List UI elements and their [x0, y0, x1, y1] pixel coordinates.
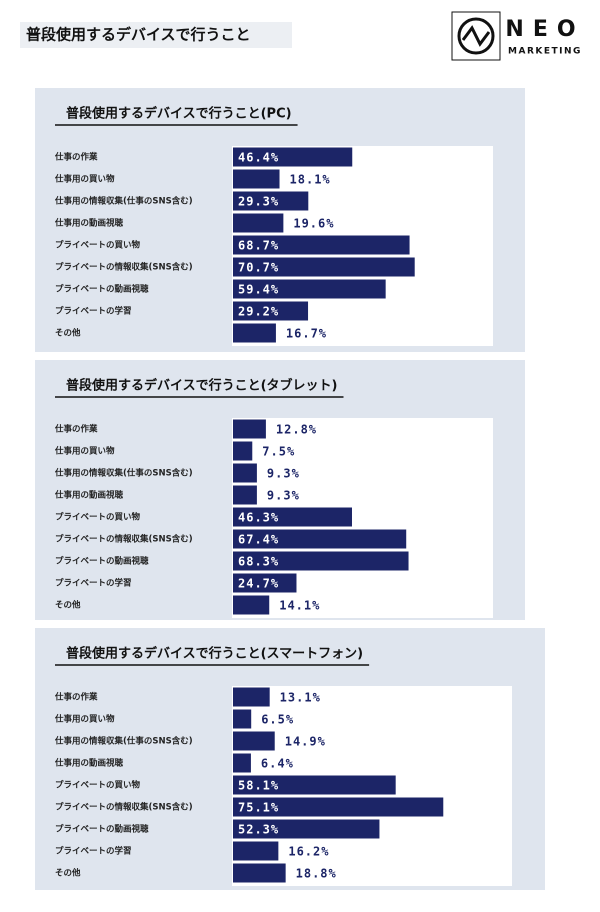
value-label: 59.4%	[238, 283, 279, 297]
chart-title: 普段使用するデバイスで行うこと(タブレット)	[66, 378, 338, 394]
category-label: 仕事の作業	[54, 152, 98, 163]
category-label: 仕事用の情報収集(仕事のSNS含む)	[54, 736, 193, 747]
bar	[233, 775, 396, 795]
chart-title: 普段使用するデバイスで行うこと(PC)	[66, 106, 292, 122]
value-label: 7.5%	[262, 445, 295, 459]
value-label: 18.8%	[296, 867, 337, 881]
logo-name: NEO	[505, 17, 584, 42]
value-label: 70.7%	[238, 261, 279, 275]
value-label: 9.3%	[267, 489, 300, 503]
bar	[233, 147, 353, 167]
logo-zigzag	[461, 25, 491, 47]
logo-circle	[457, 17, 495, 55]
logo-subtitle: MARKETING	[508, 47, 582, 57]
value-label: 52.3%	[238, 823, 279, 837]
bar	[233, 419, 266, 439]
category-label: プライベートの情報収集(SNS含む)	[55, 534, 193, 545]
bar	[233, 731, 275, 751]
value-label: 16.7%	[286, 327, 327, 341]
category-label: プライベートの買い物	[55, 512, 141, 523]
value-label: 29.2%	[238, 305, 279, 319]
value-label: 12.8%	[276, 423, 317, 437]
bar	[233, 819, 380, 839]
bar	[233, 863, 286, 883]
bar	[233, 797, 444, 817]
category-label: 仕事用の動画視聴	[54, 490, 124, 501]
category-label: プライベートの学習	[55, 306, 132, 317]
category-label: その他	[55, 600, 81, 611]
category-label: プライベートの買い物	[55, 780, 141, 791]
bar	[233, 169, 280, 189]
bar	[233, 551, 409, 571]
category-label: プライベートの学習	[55, 578, 132, 589]
category-label: プライベートの学習	[55, 846, 132, 857]
bar	[233, 301, 309, 321]
bar	[233, 323, 276, 343]
value-label: 6.4%	[261, 757, 294, 771]
category-label: 仕事の作業	[54, 692, 98, 703]
bar	[233, 279, 386, 299]
bar	[233, 235, 410, 255]
bar	[233, 191, 309, 211]
bar	[233, 709, 252, 729]
value-label: 68.3%	[238, 555, 279, 569]
bar	[233, 485, 257, 505]
bar	[233, 441, 253, 461]
category-label: その他	[55, 328, 81, 339]
bar	[233, 529, 407, 549]
bar	[233, 257, 415, 277]
value-label: 9.3%	[267, 467, 300, 481]
value-label: 13.1%	[280, 691, 321, 705]
category-label: 仕事用の動画視聴	[54, 758, 124, 769]
bar	[233, 687, 270, 707]
page-title: 普段使用するデバイスで行うこと	[26, 26, 251, 44]
category-label: 仕事用の買い物	[54, 446, 115, 457]
category-label: プライベートの動画視聴	[55, 556, 149, 567]
category-label: プライベートの買い物	[55, 240, 141, 251]
category-label: 仕事用の動画視聴	[54, 218, 124, 229]
category-label: プライベートの情報収集(SNS含む)	[55, 262, 193, 273]
chart-title: 普段使用するデバイスで行うこと(スマートフォン)	[66, 646, 363, 662]
bar	[233, 841, 279, 861]
value-label: 19.6%	[293, 217, 334, 231]
value-label: 29.3%	[238, 195, 279, 209]
bar	[233, 463, 257, 483]
bar	[233, 573, 297, 593]
bar	[233, 213, 284, 233]
value-label: 46.4%	[238, 151, 279, 165]
value-label: 16.2%	[288, 845, 329, 859]
title-backdrop	[20, 22, 292, 48]
chart-panel: 普段使用するデバイスで行うこと(スマートフォン) 仕事の作業 13.1% 仕事用の買い…	[35, 628, 545, 890]
value-label: 46.3%	[238, 511, 279, 525]
category-label: 仕事の作業	[54, 424, 98, 435]
category-label: プライベートの動画視聴	[55, 824, 149, 835]
value-label: 14.1%	[279, 599, 320, 613]
bar	[233, 753, 251, 773]
category-label: 仕事用の情報収集(仕事のSNS含む)	[54, 196, 193, 207]
category-label: プライベートの動画視聴	[55, 284, 149, 295]
value-label: 18.1%	[290, 173, 331, 187]
chart-panel: 普段使用するデバイスで行うこと(PC) 仕事の作業 46.4% 仕事用の買い物 18.1…	[35, 88, 525, 352]
value-label: 58.1%	[238, 779, 279, 793]
value-label: 67.4%	[238, 533, 279, 547]
category-label: その他	[55, 868, 81, 879]
bar	[233, 595, 270, 615]
chart-panel: 普段使用するデバイスで行うこと(タブレット) 仕事の作業 12.8% 仕事用の買い物 7…	[35, 360, 525, 620]
value-label: 68.7%	[238, 239, 279, 253]
category-label: 仕事用の買い物	[54, 714, 115, 725]
bar	[233, 507, 352, 527]
category-label: 仕事用の買い物	[54, 174, 115, 185]
category-label: 仕事用の情報収集(仕事のSNS含む)	[54, 468, 193, 479]
category-label: プライベートの情報収集(SNS含む)	[55, 802, 193, 813]
value-label: 14.9%	[285, 735, 326, 749]
value-label: 24.7%	[238, 577, 279, 591]
value-label: 6.5%	[261, 713, 294, 727]
logo	[451, 11, 501, 61]
value-label: 75.1%	[238, 801, 279, 815]
